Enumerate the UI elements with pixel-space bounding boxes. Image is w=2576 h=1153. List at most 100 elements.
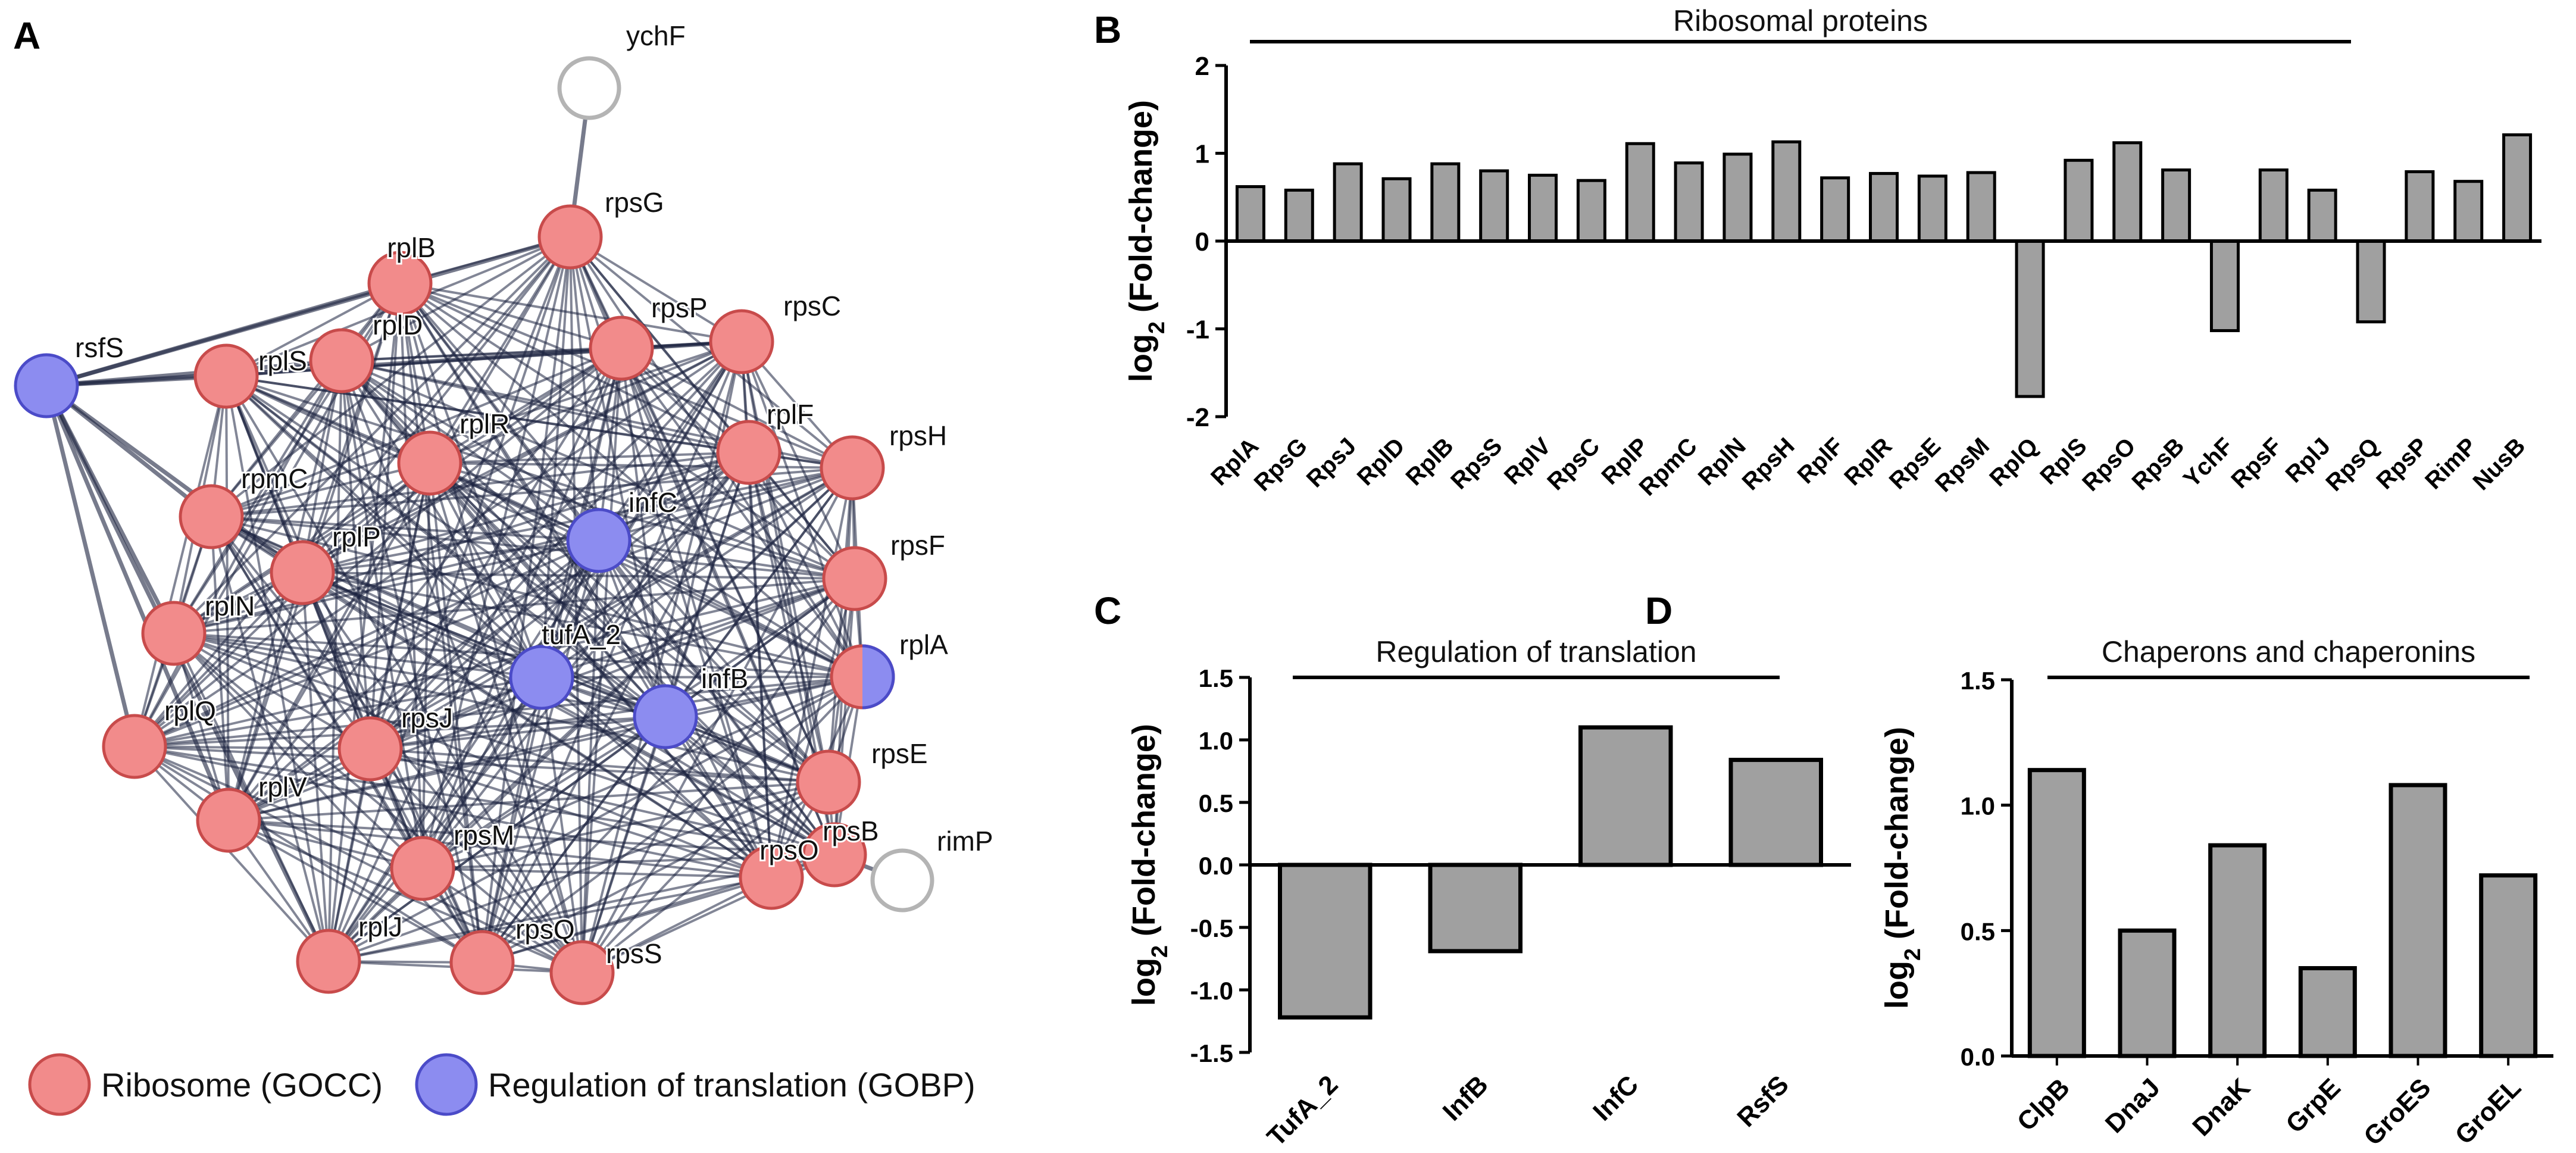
network-edge-rpso-rpsq bbox=[482, 876, 772, 964]
node-rpsm: rpsM bbox=[390, 818, 516, 901]
x-tick-label-rplr: RplR bbox=[1839, 433, 1897, 490]
x-tick-label-rpsg: RpsG bbox=[1249, 433, 1313, 496]
network-edge-rpso-rpss bbox=[582, 876, 772, 974]
node-ychf-circle bbox=[557, 56, 621, 120]
network-edge-rpla-rpsj bbox=[370, 676, 863, 750]
network-edge-rpse-rpsm bbox=[422, 781, 829, 870]
bar-rpsp bbox=[2405, 170, 2435, 243]
node-label-rpsg: rpsG bbox=[605, 187, 664, 218]
network-edge-rpsj-rpso bbox=[370, 748, 772, 879]
network-edge-infb-rplq bbox=[134, 715, 666, 748]
chart-chaperons: Chaperons and chaperonins 0.0 0.5 1.0 1.5 log… bbox=[1879, 635, 2553, 1151]
node-rpsb: rpsB bbox=[802, 814, 881, 888]
network-edges bbox=[44, 88, 904, 974]
node-rplj-circle bbox=[296, 929, 361, 994]
network-edge-rplv-rpss bbox=[228, 819, 583, 974]
network-edge-rpld-infc bbox=[340, 360, 600, 542]
x-tick-label-rpso: RpsO bbox=[2077, 433, 2141, 496]
network-edge-rpln-rpss bbox=[173, 632, 583, 974]
y-tick-label-3: 0.0 bbox=[1199, 852, 1233, 880]
bar-groel bbox=[2479, 873, 2538, 1058]
network-edge-rpsj-rpse bbox=[370, 748, 829, 783]
network-edge-rpsh-infc bbox=[598, 467, 853, 542]
network-edge-rplq-rplj bbox=[133, 745, 330, 963]
bar-rpsq bbox=[2356, 239, 2386, 324]
network-edge-rplb-rpsj bbox=[369, 283, 401, 749]
x-tick-label-rplf: RplF bbox=[1793, 433, 1849, 489]
network-edge-infb-rpsm bbox=[421, 715, 667, 870]
bar-clpb bbox=[2027, 768, 2086, 1058]
network-edge-rpsp-rplq bbox=[133, 347, 623, 748]
network-legend: Ribosome (GOCC) Regulation of translatio… bbox=[28, 1053, 976, 1116]
node-tufa-2-circle bbox=[509, 645, 574, 710]
bar-groes bbox=[2389, 783, 2447, 1058]
network-edge-rpsc-rpsq bbox=[481, 341, 743, 963]
node-rplv-circle bbox=[196, 788, 261, 853]
y-axis-label-sub: 2 bbox=[1900, 948, 1925, 961]
node-rplf: rplF bbox=[716, 397, 815, 485]
network-edge-rsfs-rplj bbox=[44, 385, 331, 963]
network-edge-rpsp-rplv bbox=[227, 347, 623, 821]
node-label-rpss: rpsS bbox=[606, 938, 662, 969]
network-edge-rplv-rpsb bbox=[228, 819, 835, 856]
y-tick-label-2: -0.5 bbox=[1190, 914, 1233, 942]
x-tick-label-grpe: GrpE bbox=[2280, 1073, 2346, 1139]
network-edge-rpmc-infc bbox=[211, 515, 599, 542]
node-rpsh: rpsH bbox=[820, 418, 949, 501]
node-rpls-circle bbox=[193, 343, 259, 409]
bar-rpse bbox=[1917, 174, 1947, 243]
node-rpsh-circle bbox=[820, 435, 885, 501]
x-tick-label-rsfs: RsfS bbox=[1731, 1070, 1795, 1133]
network-edge-rpsg-rpsc bbox=[569, 236, 743, 343]
node-label-rplf: rplF bbox=[767, 399, 814, 430]
bar-rplq bbox=[2015, 239, 2045, 398]
x-tick-label-dnak: DnaK bbox=[2187, 1073, 2256, 1142]
node-label-ychf: ychF bbox=[626, 20, 686, 51]
panel-label-a: A bbox=[13, 14, 40, 57]
bar-rpsb bbox=[2161, 168, 2192, 243]
bar-rpln bbox=[1722, 152, 1753, 243]
network-edge-rpld-rplq bbox=[133, 360, 343, 747]
node-rsfs: rsfS bbox=[14, 330, 126, 418]
network-edge-rpse-rpss bbox=[581, 781, 830, 974]
network-edge-rpln-tufa-2 bbox=[173, 632, 542, 679]
network-edge-rpmc-rplv bbox=[210, 516, 230, 821]
node-rpmc-circle bbox=[179, 484, 244, 549]
node-label-rpld: rplD bbox=[373, 310, 423, 340]
x-tick-label-rplb: RplB bbox=[1401, 433, 1459, 490]
bar-rplr bbox=[1868, 171, 1899, 243]
node-rpln: rplN bbox=[141, 589, 257, 666]
network-edge-infb-rplj bbox=[327, 715, 667, 963]
network-edge-tufa-2-rpsb bbox=[540, 676, 836, 856]
y-axis-label: log2 (Fold-change) bbox=[1123, 100, 1170, 382]
network-edge-rplr-rpss bbox=[429, 463, 583, 973]
chart-title: Regulation of translation bbox=[1375, 635, 1696, 668]
bar-rpsc bbox=[1576, 179, 1606, 243]
network-edge-rpsh-rplv bbox=[228, 467, 853, 821]
node-label-infc: infC bbox=[629, 487, 677, 518]
node-rpsp-circle bbox=[589, 315, 654, 381]
y-axis-label: log2 (Fold-change) bbox=[1126, 724, 1173, 1006]
network-edge-rpsg-infc bbox=[569, 236, 600, 541]
y-tick-label-0: 0.0 bbox=[1961, 1043, 1995, 1071]
bar-nusb bbox=[2502, 133, 2533, 243]
node-label-rpsm: rpsM bbox=[454, 820, 514, 851]
network-edge-rpld-tufa-2 bbox=[340, 360, 543, 679]
node-rimp-circle bbox=[870, 848, 934, 913]
network-edge-rplf-rpmc bbox=[211, 451, 749, 518]
node-rpss-circle bbox=[549, 940, 615, 1005]
node-rpln-circle bbox=[141, 601, 207, 666]
network-edge-rplr-rpmc bbox=[211, 462, 430, 518]
y-axis-label-rest: (Fold-change) bbox=[1126, 724, 1162, 945]
node-rplv: rplV bbox=[196, 770, 309, 853]
panel-label-b: B bbox=[1094, 8, 1121, 51]
network-edge-infb-rpsj bbox=[370, 715, 666, 750]
network-edge-rplp-rpsb bbox=[302, 571, 835, 856]
network-edge-rplv-rpsm bbox=[228, 819, 423, 870]
node-rplp-circle bbox=[270, 540, 335, 605]
network-edge-rplb-rpls bbox=[226, 282, 401, 377]
y-tick-label-1: -1.0 bbox=[1190, 977, 1233, 1005]
x-tick-label-tufa-2: TufA_2 bbox=[1262, 1070, 1344, 1152]
node-rpsg-circle bbox=[537, 204, 603, 270]
bar-ychf bbox=[2209, 239, 2240, 332]
